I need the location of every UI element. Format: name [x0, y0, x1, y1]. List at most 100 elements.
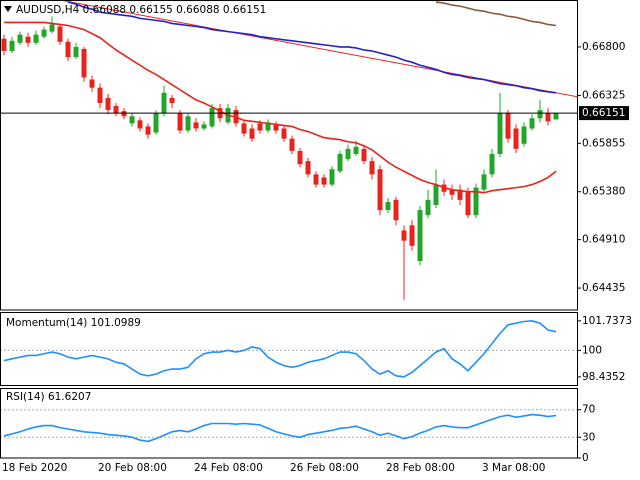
candle-body	[177, 113, 183, 131]
candle-body	[33, 34, 39, 43]
candle-body	[161, 92, 167, 114]
y-tick-label: 0.65855	[582, 137, 625, 149]
candle-body	[473, 187, 479, 216]
candle-body	[457, 189, 463, 200]
y-tick-label: 0	[582, 452, 589, 464]
candle-body	[257, 123, 263, 131]
candle-body	[409, 225, 415, 246]
candle-body	[57, 26, 63, 42]
x-tick-label: 20 Feb 08:00	[98, 462, 167, 474]
candle-body	[425, 199, 431, 216]
rsi-frame	[0, 388, 578, 459]
candle-body	[545, 113, 551, 122]
candle-body	[353, 146, 359, 154]
candle-body	[449, 189, 455, 195]
candle-body	[249, 128, 255, 139]
candle-body	[321, 177, 327, 185]
candle-body	[201, 124, 207, 129]
ma-line	[435, 1, 557, 27]
y-tick-label: 0.65380	[582, 186, 625, 198]
candle-body	[113, 106, 119, 114]
candle-body	[73, 46, 79, 58]
x-tick-label: 3 Mar 08:00	[482, 462, 545, 474]
x-tick-label: 18 Feb 2020	[2, 462, 67, 474]
candle-body	[337, 153, 343, 172]
candle-body	[209, 108, 215, 127]
candle-body	[505, 113, 511, 139]
main-frame	[0, 0, 578, 311]
candle-body	[153, 113, 159, 133]
candle-body	[521, 126, 527, 144]
candle-body	[121, 111, 127, 117]
candle-body	[185, 116, 191, 131]
candle-body	[481, 174, 487, 190]
price-label: 0.66151	[582, 107, 625, 119]
candle-body	[329, 169, 335, 185]
candle-body	[417, 210, 423, 262]
plot-layer	[0, 0, 578, 443]
candle-body	[65, 41, 71, 58]
candle-body	[369, 161, 375, 175]
candle-body	[553, 113, 559, 120]
candle-body	[81, 48, 87, 78]
candle-body	[49, 24, 55, 32]
candle-body	[497, 113, 503, 154]
y-tick-label: 70	[582, 404, 595, 416]
candle-body	[537, 110, 543, 119]
y-tick-label: 0.66325	[582, 89, 625, 101]
candle-body	[145, 126, 151, 135]
candle-body	[489, 153, 495, 175]
y-tick-label: 0.64910	[582, 234, 625, 246]
candle-body	[297, 150, 303, 165]
indicator-line	[3, 320, 557, 378]
candle-body	[385, 201, 391, 211]
y-tick-label: 100	[582, 344, 602, 356]
candle-body	[97, 87, 103, 103]
candle-body	[281, 128, 287, 139]
candle-body	[129, 116, 135, 124]
ma-line	[4, 21, 557, 194]
candle-body	[393, 199, 399, 221]
x-tick-label: 24 Feb 08:00	[194, 462, 263, 474]
candle-body	[89, 79, 95, 88]
momentum-frame	[0, 312, 578, 386]
x-tick-label: 26 Feb 08:00	[290, 462, 359, 474]
y-tick-label: 0.64435	[582, 282, 625, 294]
candle-body	[513, 128, 519, 149]
candle-body	[361, 148, 367, 162]
symbol-icon	[4, 6, 12, 12]
chart-title: AUDUSD,H4 0.66088 0.66155 0.66088 0.6615…	[16, 4, 266, 16]
candle-body	[289, 138, 295, 151]
candle-body	[345, 148, 351, 160]
candle-body	[241, 123, 247, 134]
y-tick-label: 30	[582, 431, 595, 443]
candle-body	[265, 122, 271, 131]
candle-body	[529, 118, 535, 129]
y-tick-label: 101.7373	[582, 315, 632, 327]
candle-body	[193, 122, 199, 129]
rsi-title: RSI(14) 61.6207	[6, 391, 91, 403]
candle-body	[41, 29, 47, 37]
candle-body	[313, 174, 319, 185]
y-tick-label: 98.4352	[582, 371, 625, 383]
ma-line	[67, 1, 557, 94]
price-label-box	[579, 106, 629, 121]
candle-body	[273, 124, 279, 131]
y-tick-label: 0.66800	[582, 41, 625, 53]
candle-body	[137, 120, 143, 129]
candle-body	[105, 97, 111, 111]
candle-body	[401, 230, 407, 241]
candle-body	[433, 184, 439, 205]
x-tick-label: 28 Feb 08:00	[386, 462, 455, 474]
candle-body	[1, 38, 7, 51]
candle-body	[17, 34, 23, 43]
candle-body	[25, 36, 31, 43]
indicator-line	[3, 413, 557, 443]
momentum-title: Momentum(14) 101.0989	[6, 317, 141, 329]
candle-body	[9, 40, 15, 51]
candle-body	[305, 161, 311, 175]
candle-body	[169, 97, 175, 103]
candle-body	[377, 169, 383, 211]
